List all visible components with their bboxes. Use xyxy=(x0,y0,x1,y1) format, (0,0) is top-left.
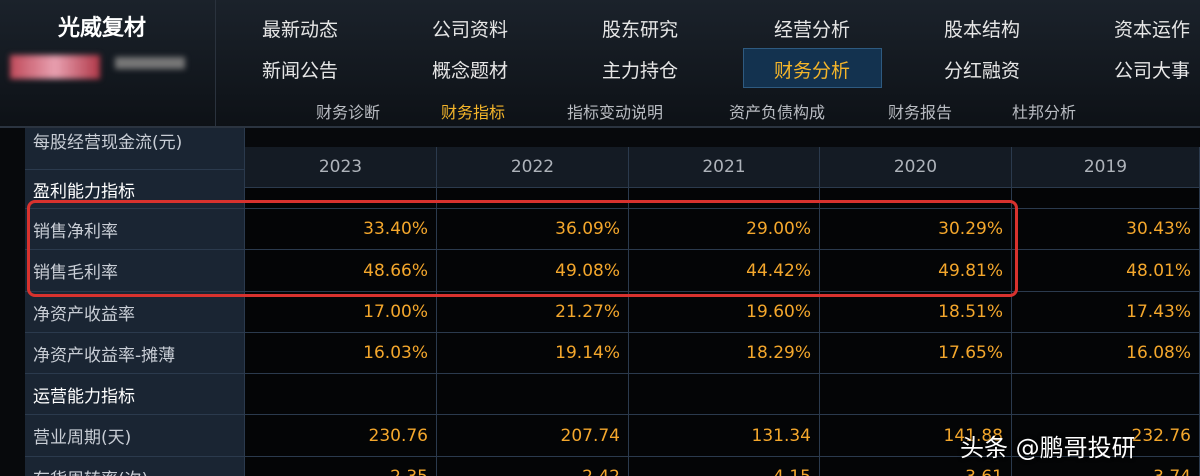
value-cell: 17.43% xyxy=(1012,292,1200,333)
value-cell xyxy=(245,188,437,209)
value-cell: 207.74 xyxy=(437,415,629,457)
value-cell: 16.08% xyxy=(1012,333,1200,374)
row-label: 存货周转率(次) xyxy=(25,457,245,476)
value-cell: 36.09% xyxy=(437,209,629,250)
value-cell xyxy=(629,188,820,209)
value-cell: 30.43% xyxy=(1012,209,1200,250)
nav-tab[interactable]: 股本结构 xyxy=(943,19,1021,41)
nav-tab[interactable]: 资本运作 xyxy=(1113,19,1191,41)
value-cell xyxy=(437,188,629,209)
blurred-code xyxy=(115,57,185,69)
row-label: 营业周期(天) xyxy=(25,415,245,457)
value-cell xyxy=(1012,374,1200,415)
value-cell: 19.14% xyxy=(437,333,629,374)
value-cell: 2.42 xyxy=(437,457,629,476)
value-cell: 17.65% xyxy=(820,333,1012,374)
value-cell: 48.66% xyxy=(245,250,437,292)
watermark: 头条 @鹏哥投研 xyxy=(960,434,1136,462)
header xyxy=(0,0,1200,128)
nav-tab[interactable]: 经营分析 xyxy=(773,19,851,41)
nav-tab[interactable]: 主力持仓 xyxy=(601,60,679,82)
value-cell xyxy=(245,374,437,415)
blurred-code xyxy=(10,55,100,79)
row-label: 净资产收益率 xyxy=(25,292,245,333)
value-cell: 3.61 xyxy=(820,457,1012,476)
year-header: 2020 xyxy=(820,147,1012,188)
nav-tab[interactable]: 最新动态 xyxy=(261,19,339,41)
nav-tab[interactable]: 分红融资 xyxy=(943,60,1021,82)
year-header: 2022 xyxy=(437,147,629,188)
value-cell: 18.29% xyxy=(629,333,820,374)
sub-tab[interactable]: 杜邦分析 xyxy=(1011,103,1077,122)
sub-tab[interactable]: 财务诊断 xyxy=(315,103,381,122)
value-cell: 44.42% xyxy=(629,250,820,292)
nav-tab[interactable]: 公司大事 xyxy=(1113,60,1191,82)
sub-tab[interactable]: 财务报告 xyxy=(887,103,953,122)
row-label: 销售净利率 xyxy=(25,209,245,250)
value-cell: 131.34 xyxy=(629,415,820,457)
value-cell: 141.88 xyxy=(820,415,1012,457)
value-cell: 16.03% xyxy=(245,333,437,374)
value-cell xyxy=(1012,188,1200,209)
active-tab-bg xyxy=(743,48,882,88)
value-cell xyxy=(437,374,629,415)
value-cell: 230.76 xyxy=(245,415,437,457)
value-cell: 33.40% xyxy=(245,209,437,250)
row-label: 销售毛利率 xyxy=(25,250,245,292)
value-cell: 30.29% xyxy=(820,209,1012,250)
value-cell: 232.76 xyxy=(1012,415,1200,457)
sub-tab[interactable]: 资产负债构成 xyxy=(728,103,826,122)
year-header: 2021 xyxy=(629,147,820,188)
section-label: 运营能力指标 xyxy=(25,374,245,415)
value-cell: 49.81% xyxy=(820,250,1012,292)
nav-tab[interactable]: 财务分析 xyxy=(773,60,851,82)
nav-tab[interactable]: 概念题材 xyxy=(431,60,509,82)
value-cell: 48.01% xyxy=(1012,250,1200,292)
row-label: 净资产收益率-摊薄 xyxy=(25,333,245,374)
value-cell: 21.27% xyxy=(437,292,629,333)
value-cell xyxy=(820,188,1012,209)
year-header: 2023 xyxy=(245,147,437,188)
sub-tab[interactable]: 财务指标 xyxy=(440,103,506,122)
value-cell: 4.15 xyxy=(629,457,820,476)
sub-tab[interactable]: 指标变动说明 xyxy=(566,103,664,122)
value-cell: 17.00% xyxy=(245,292,437,333)
value-cell: 29.00% xyxy=(629,209,820,250)
value-cell: 2.35 xyxy=(245,457,437,476)
stock-name: 光威复材 xyxy=(58,16,147,41)
nav-tab[interactable]: 新闻公告 xyxy=(261,60,339,82)
nav-tab[interactable]: 股东研究 xyxy=(601,19,679,41)
value-cell xyxy=(820,374,1012,415)
row-label: 每股经营现金流(元) xyxy=(25,128,245,170)
value-cell: 49.08% xyxy=(437,250,629,292)
value-cell xyxy=(629,374,820,415)
value-cell: 19.60% xyxy=(629,292,820,333)
logo-panel xyxy=(0,0,216,128)
year-header: 2019 xyxy=(1012,147,1200,188)
highlight-box xyxy=(27,200,1018,297)
value-cell: 18.51% xyxy=(820,292,1012,333)
nav-tab[interactable]: 公司资料 xyxy=(431,19,509,41)
divider xyxy=(0,126,1200,128)
